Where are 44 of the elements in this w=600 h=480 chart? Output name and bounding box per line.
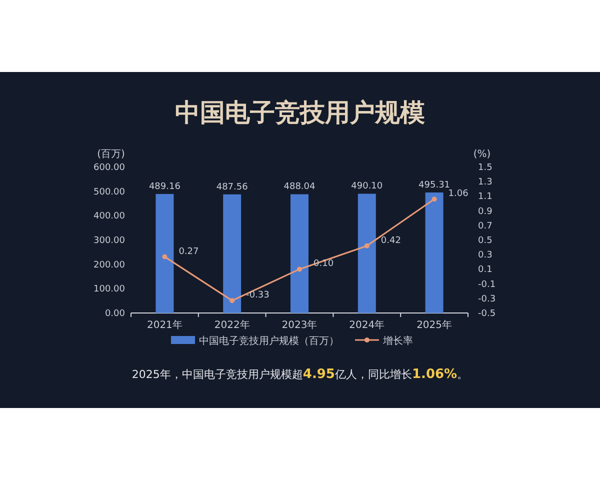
- y2-tick-label: 1.3: [478, 178, 492, 188]
- y-tick-label: 400.00: [94, 212, 126, 222]
- y-tick-label: 600.00: [94, 163, 126, 173]
- y-tick-label: 300.00: [94, 236, 126, 246]
- data-label: 0.10: [314, 259, 334, 270]
- legend-label: 中国电子竞技用户规模（百万）: [199, 335, 339, 347]
- y2-tick-label: 0.7: [478, 221, 492, 232]
- data-label: 487.56: [216, 182, 248, 192]
- y2-tick-label: 0.3: [478, 250, 492, 261]
- y2-tick-label: 1.1: [478, 192, 492, 202]
- y-tick-label: 500.00: [94, 187, 126, 198]
- point: [364, 243, 370, 248]
- point: [230, 298, 235, 304]
- data-label: 490.10: [351, 182, 383, 192]
- y2-tick-label: 0.1: [478, 265, 492, 276]
- y-tick-label: 0.00: [104, 309, 126, 319]
- data-label: 489.16: [148, 182, 181, 192]
- y2-axis-title: (%): [473, 149, 491, 160]
- data-label: 495.31: [418, 180, 450, 190]
- data-label: 0.42: [380, 236, 401, 246]
- x-tick-label: 2023年: [282, 319, 318, 331]
- y2-tick-label: 0.9: [478, 206, 493, 217]
- y2-tick-label: 0.5: [478, 236, 492, 246]
- text: 2025年，中国电子竞技用户规模超4.95亿人，同比增长1.06%。: [132, 367, 468, 382]
- point: [162, 254, 168, 260]
- y-axis-title: (百万): [97, 149, 125, 160]
- data-label: 488.04: [284, 182, 316, 192]
- y2-tick-label: -0.3: [478, 294, 496, 304]
- x-tick-label: 2024年: [349, 319, 385, 331]
- legend-label: 增长率: [382, 335, 413, 347]
- data-label: 1.06: [448, 189, 469, 200]
- x-tick-label: 2025年: [416, 319, 452, 331]
- data-label: -0.33: [246, 290, 270, 301]
- y-tick-label: 200.00: [94, 260, 126, 270]
- x-tick-label: 2021年: [146, 319, 182, 331]
- chart-title: 中国电子竞技用户规模: [175, 98, 425, 127]
- y2-tick-label: 1.5: [478, 163, 492, 173]
- data-label: 0.27: [178, 246, 199, 257]
- y2-tick-label: -0.5: [478, 309, 496, 319]
- y2-tick-label: -0.1: [478, 280, 496, 290]
- point: [432, 196, 437, 202]
- y-tick-label: 100.00: [94, 284, 126, 295]
- point: [297, 266, 302, 272]
- x-tick-label: 2022年: [214, 319, 250, 331]
